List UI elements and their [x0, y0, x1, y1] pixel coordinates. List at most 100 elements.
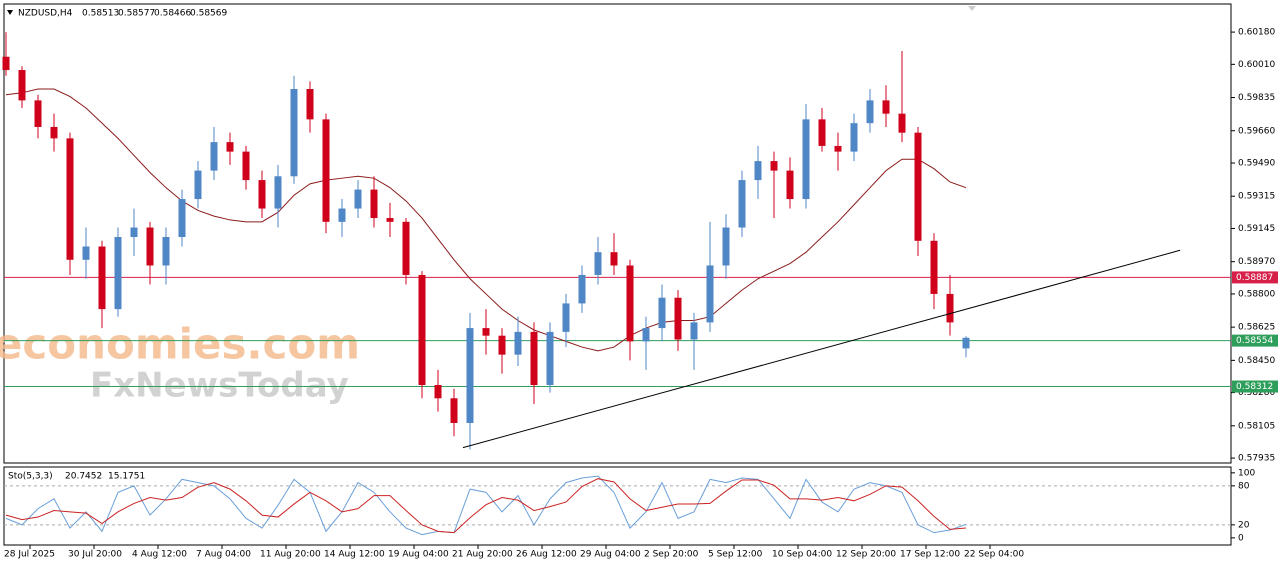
- candle-body: [226, 142, 234, 152]
- candle-body: [450, 398, 458, 423]
- x-tick-label: 22 Sep 04:00: [964, 550, 1024, 560]
- candle-body: [578, 274, 586, 304]
- level-tag: [1232, 380, 1278, 393]
- candle-body: [306, 89, 314, 120]
- candle-body: [322, 119, 330, 222]
- header: NZDUSD,H4 0.58513 0.58577 0.58466 0.5856…: [8, 9, 227, 482]
- candle-body: [626, 265, 634, 342]
- candle-body: [610, 252, 618, 266]
- y-tick-label: 0.57935: [1238, 454, 1275, 464]
- stoch-signal: 15.1751: [108, 472, 145, 482]
- y-tick-label: 0.58800: [1238, 289, 1275, 299]
- candle-body: [930, 240, 938, 294]
- level-label: 0.58312: [1236, 382, 1273, 392]
- symbol: NZDUSD,H4: [18, 9, 73, 19]
- candle-body: [674, 297, 682, 340]
- candle-body: [834, 145, 842, 152]
- candle-body: [706, 265, 714, 323]
- x-tick-label: 14 Aug 12:00: [324, 550, 385, 560]
- y-tick-label: 0.58105: [1238, 421, 1275, 431]
- y-tick-label: 0.59490: [1238, 159, 1275, 169]
- candle-body: [738, 180, 746, 228]
- stoch-name: Sto(5,3,3): [8, 472, 53, 482]
- trendline: [462, 249, 1181, 449]
- candle-body: [770, 161, 778, 171]
- candle-body: [66, 138, 74, 260]
- x-tick-label: 10 Sep 04:00: [772, 550, 832, 560]
- scroll-marker: [968, 6, 976, 11]
- candle-body: [258, 180, 266, 209]
- candle-body: [802, 119, 810, 200]
- main-pane: [3, 3, 1232, 464]
- high: 0.58577: [118, 9, 155, 19]
- x-tick-label: 19 Aug 04:00: [388, 550, 449, 560]
- candle-body: [34, 100, 42, 127]
- stoch-line: [5, 475, 967, 536]
- candle-body: [146, 227, 154, 266]
- candle-body: [194, 170, 202, 200]
- watermark: economies.com: [0, 320, 360, 369]
- low: 0.58466: [154, 9, 191, 19]
- candle-body: [594, 252, 602, 275]
- x-tick-label: 5 Sep 12:00: [708, 550, 763, 560]
- level-tag: [1232, 334, 1278, 347]
- candle-body: [546, 331, 554, 386]
- stoch-tick-label: 80: [1238, 481, 1250, 491]
- candle-body: [338, 208, 346, 222]
- candle-body: [530, 331, 538, 386]
- candle-body: [866, 100, 874, 124]
- y-tick-label: 0.58280: [1238, 388, 1275, 398]
- candle-body: [82, 246, 90, 260]
- candle-body: [130, 227, 138, 238]
- candle-body: [50, 126, 58, 139]
- candle-body: [482, 328, 490, 336]
- candle-body: [178, 199, 186, 238]
- candle-body: [962, 337, 970, 349]
- candle-body: [466, 328, 474, 423]
- stoch-main: 20.7452: [65, 472, 102, 482]
- watermark: FxNewsToday: [90, 366, 349, 406]
- candle-body: [434, 385, 442, 399]
- x-tick-label: 2 Sep 20:00: [644, 550, 699, 560]
- candle-body: [242, 151, 250, 181]
- candle-body: [18, 70, 26, 101]
- y-tick-label: 0.58450: [1238, 356, 1275, 366]
- open: 0.58513: [82, 9, 119, 19]
- candle-body: [946, 293, 954, 323]
- stoch-line: [5, 478, 967, 534]
- candle-body: [562, 303, 570, 332]
- level-label: 0.58887: [1236, 273, 1273, 283]
- x-tick-label: 4 Aug 12:00: [132, 550, 187, 560]
- candle-body: [690, 322, 698, 340]
- candle-body: [850, 123, 858, 152]
- candle-body: [498, 335, 506, 355]
- menu-arrow: [7, 10, 13, 15]
- x-tick-label: 28 Jul 2025: [4, 550, 55, 560]
- stoch-tick-label: 0: [1238, 533, 1244, 543]
- candle-body: [162, 237, 170, 266]
- x-tick-label: 7 Aug 04:00: [196, 550, 251, 560]
- candle-body: [418, 274, 426, 386]
- candle-body: [354, 189, 362, 209]
- candle-body: [386, 218, 394, 222]
- level-tag: [1232, 271, 1278, 284]
- y-tick-label: 0.59835: [1238, 93, 1275, 103]
- candle-body: [914, 132, 922, 241]
- y-tick-label: 0.59660: [1238, 126, 1275, 136]
- x-tick-label: 29 Aug 04:00: [580, 550, 641, 560]
- candle-body: [786, 170, 794, 200]
- candle-body: [2, 56, 10, 71]
- candle-body: [370, 189, 378, 219]
- candle-body: [754, 161, 762, 181]
- candle-body: [274, 176, 282, 209]
- candle-body: [290, 89, 298, 177]
- y-tick-label: 0.60180: [1238, 28, 1275, 38]
- stoch-pane: [3, 466, 1232, 546]
- stoch-tick-label: 20: [1238, 520, 1250, 530]
- x-tick-label: 30 Jul 20:00: [68, 550, 122, 560]
- y-tick-label: 0.59145: [1238, 224, 1275, 234]
- y-tick-label: 0.58970: [1238, 257, 1275, 267]
- candle-body: [898, 113, 906, 133]
